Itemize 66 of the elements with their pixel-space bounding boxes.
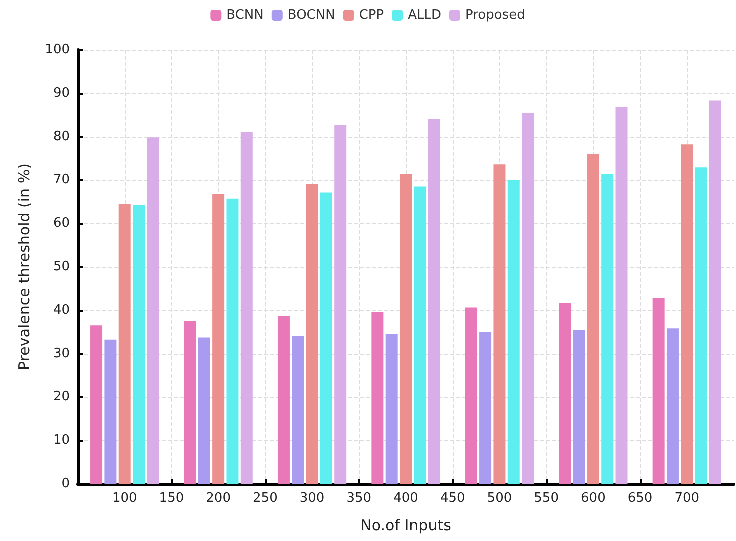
x-tick-label: 500 [487,491,512,506]
y-tick-label: 70 [53,172,70,188]
x-tick-label: 700 [674,491,700,506]
bar [465,308,478,484]
bar [681,144,694,484]
bar [372,312,384,484]
x-tick-label: 200 [206,491,231,506]
x-tick-label: 450 [440,491,466,506]
bar [709,100,722,484]
bar [104,340,117,484]
bar [334,126,347,484]
bar [212,194,225,484]
bar [480,332,492,484]
bar [522,113,534,484]
bar [400,174,412,484]
legend-label: CPP [359,8,384,23]
y-tick-label: 80 [53,129,70,144]
x-tick-label: 650 [628,491,653,506]
bar [226,198,239,484]
bar [573,330,586,484]
bar [386,334,398,484]
bar [602,174,614,484]
bar [587,154,600,484]
legend-label: BOCNN [288,8,336,23]
bar [240,132,253,484]
x-tick-label: 400 [394,491,418,506]
y-tick-label: 0 [62,476,70,492]
bar [320,192,332,484]
x-tick-label: 100 [112,491,138,506]
bar [198,338,210,484]
y-tick-label: 60 [53,216,70,232]
legend-label: Proposed [465,8,526,23]
bar [666,328,679,484]
bar [147,138,160,484]
bar [616,107,628,484]
x-tick-label: 250 [253,491,278,506]
x-tick-label: 150 [159,491,184,506]
x-tick-label: 300 [300,491,325,506]
legend-label: BCNN [226,8,264,23]
bar [90,326,103,484]
x-tick-label: 550 [534,491,559,506]
bar [118,204,131,484]
bar [508,180,520,484]
y-tick-label: 100 [45,42,70,58]
bar [292,336,304,484]
y-tick-label: 40 [53,302,70,318]
y-tick-label: 90 [53,86,70,101]
x-axis-title: No.of Inputs [360,516,452,534]
y-tick-label: 20 [53,390,70,405]
y-tick-label: 50 [53,260,70,274]
bar [306,184,318,484]
bar [695,168,708,484]
bar [414,186,426,484]
bar [652,298,665,484]
bar [278,316,290,484]
y-tick-label: 30 [53,346,70,362]
y-axis-title: Prevalence threshold (in %) [16,164,34,370]
bar [133,205,146,484]
bar [428,119,440,484]
bar [559,303,572,484]
legend-label: ALLD [408,8,442,23]
bar [184,321,196,484]
bar [494,164,506,484]
x-tick-label: 350 [346,491,372,506]
y-tick-label: 10 [53,433,70,448]
x-tick-label: 600 [581,491,606,506]
